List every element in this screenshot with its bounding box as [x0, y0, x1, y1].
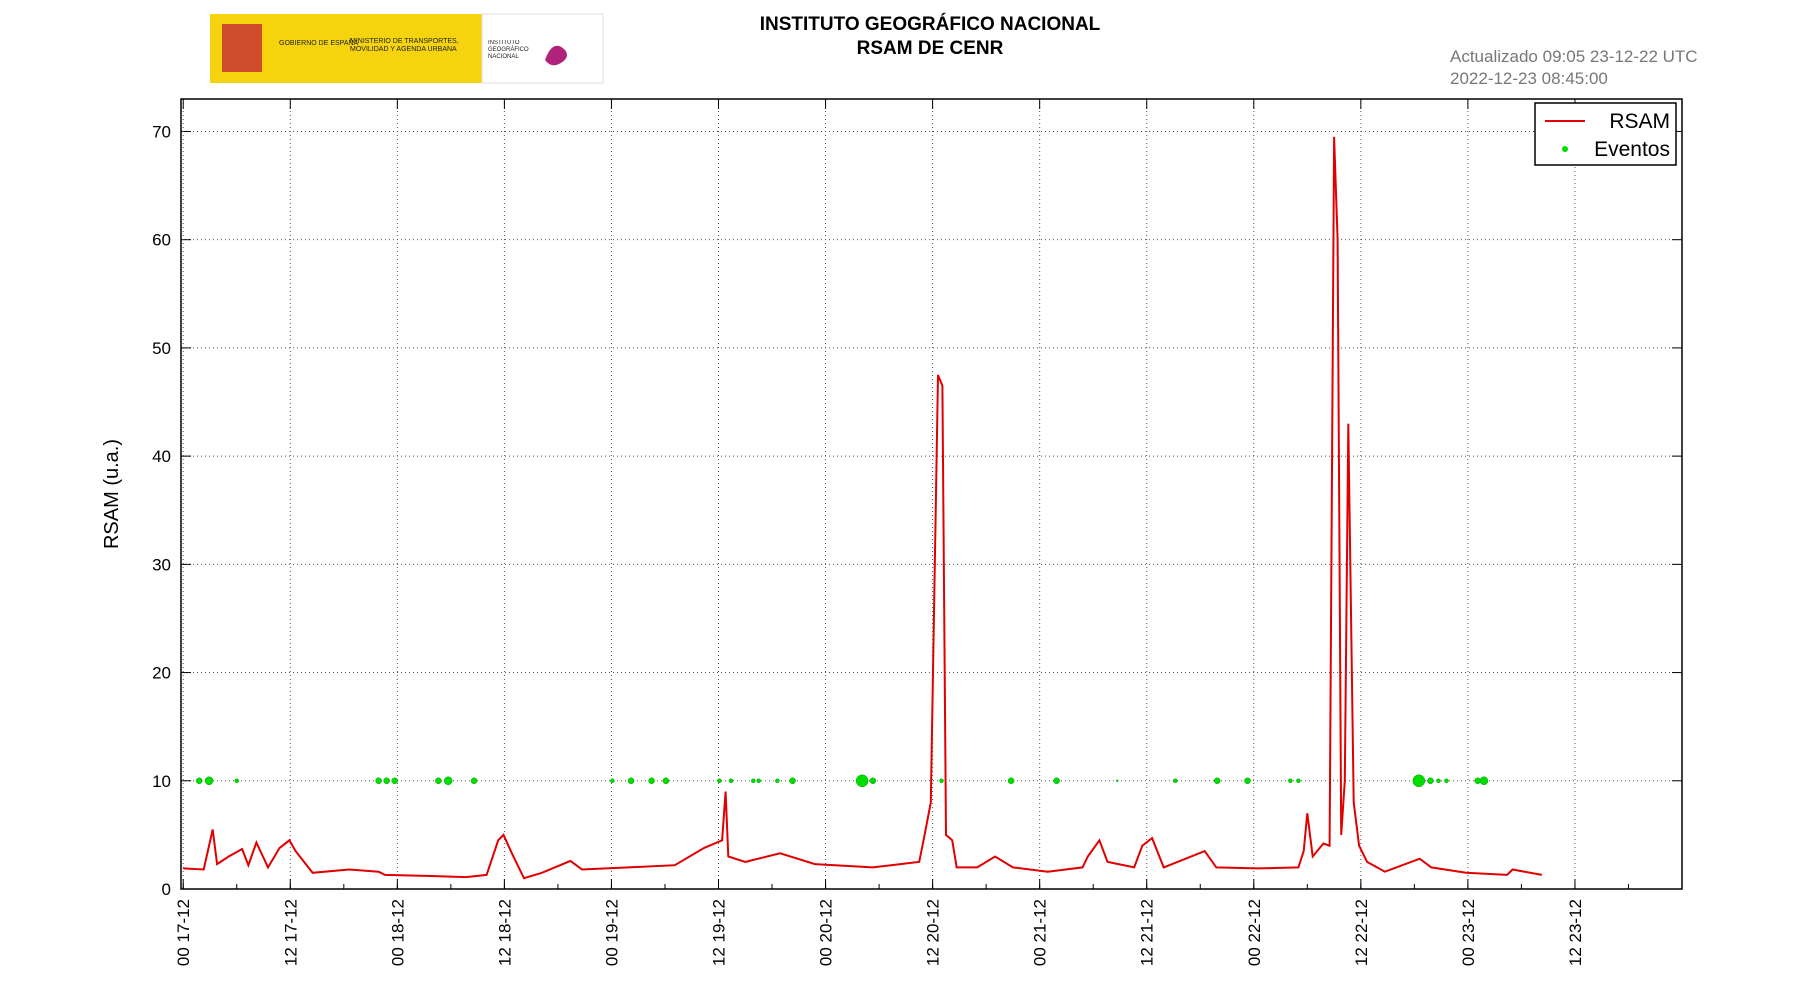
event-marker [775, 778, 780, 784]
event-marker [751, 778, 756, 784]
legend-label: Eventos [1594, 138, 1670, 161]
legend-swatch [1562, 146, 1568, 152]
event-marker [443, 776, 453, 786]
event-marker [1053, 777, 1060, 785]
event-marker [1288, 778, 1293, 784]
y-tick-label: 10 [152, 772, 171, 791]
legend-label: RSAM [1609, 110, 1670, 133]
x-tick-label: 00 21-12 [1031, 899, 1050, 966]
chart-subtitle: RSAM DE CENR [857, 38, 1004, 59]
update-note: Actualizado 09:05 23-12-22 UTC [1450, 47, 1698, 66]
event-marker [627, 777, 635, 785]
event-marker [1007, 777, 1015, 785]
event-marker [234, 778, 240, 784]
event-marker [717, 778, 722, 784]
event-marker [1436, 778, 1441, 784]
y-tick-label: 70 [152, 122, 171, 141]
y-tick-label: 50 [152, 339, 171, 358]
y-tick-label: 40 [152, 447, 171, 466]
event-marker [391, 777, 398, 785]
x-tick-label: 00 17-12 [174, 899, 193, 966]
plot-frame [180, 98, 1683, 890]
logo: GOBIERNO DE ESPAÑA MINISTERIO DE TRANSPO… [210, 13, 604, 84]
event-marker [1479, 776, 1489, 786]
y-tick-label: 30 [152, 555, 171, 574]
event-marker [196, 777, 203, 785]
chart-title: INSTITUTO GEOGRÁFICO NACIONAL [760, 13, 1101, 35]
x-tick-label: 12 19-12 [710, 899, 729, 966]
x-tick-label: 12 17-12 [281, 899, 300, 966]
y-tick-label: 60 [152, 231, 171, 250]
event-marker [1444, 778, 1449, 784]
event-marker [939, 778, 944, 784]
event-marker [1244, 777, 1251, 785]
x-tick-label: 12 18-12 [495, 899, 514, 966]
x-tick-label: 12 23-12 [1566, 899, 1585, 966]
event-marker [435, 777, 442, 785]
event-marker [855, 774, 869, 788]
event-marker [375, 777, 382, 785]
event-marker [1427, 777, 1434, 785]
event-marker [1213, 777, 1221, 785]
y-tick-label: 0 [162, 880, 171, 899]
event-marker [789, 777, 796, 785]
event-marker [1116, 779, 1119, 783]
x-tick-label: 00 18-12 [388, 899, 407, 966]
timestamp-note: 2022-12-23 08:45:00 [1450, 69, 1608, 88]
logo-ministry-box: MINISTERIO DE TRANSPORTES, MOVILIDAD Y A… [350, 38, 459, 53]
logo-institute: INSTITUTO GEOGRÁFICO NACIONAL [488, 40, 529, 60]
x-tick-label: 12 20-12 [924, 899, 943, 966]
event-marker [1173, 778, 1178, 784]
event-marker [470, 777, 478, 785]
event-marker [610, 778, 615, 784]
logo-shield [222, 24, 262, 72]
event-marker [662, 777, 670, 785]
x-tick-label: 00 20-12 [817, 899, 836, 966]
legend-box [1534, 102, 1677, 166]
y-tick-label: 20 [152, 664, 171, 683]
event-marker [756, 778, 761, 784]
logo-gov: GOBIERNO DE ESPAÑA [279, 38, 359, 47]
x-tick-label: 12 21-12 [1138, 899, 1157, 966]
rsam-line [183, 136, 1543, 880]
event-marker [869, 777, 877, 785]
event-marker [728, 778, 734, 784]
x-tick-label: 00 23-12 [1459, 899, 1478, 966]
logo-box [481, 13, 604, 84]
event-marker [1412, 774, 1426, 788]
logo-institute-box: INSTITUTO GEOGRÁFICO NACIONAL [488, 40, 529, 60]
logo-mark [545, 45, 567, 66]
event-marker [383, 777, 390, 785]
event-marker [204, 776, 214, 786]
event-marker [648, 777, 655, 785]
x-tick-label: 00 22-12 [1245, 899, 1264, 966]
logo-ministry: MINISTERIO DE TRANSPORTES, MOVILIDAD Y A… [350, 38, 459, 53]
x-tick-label: 00 19-12 [602, 899, 621, 966]
y-axis-label: RSAM (u.a.) [101, 439, 123, 549]
event-marker [1296, 778, 1301, 784]
x-tick-label: 12 22-12 [1352, 899, 1371, 966]
